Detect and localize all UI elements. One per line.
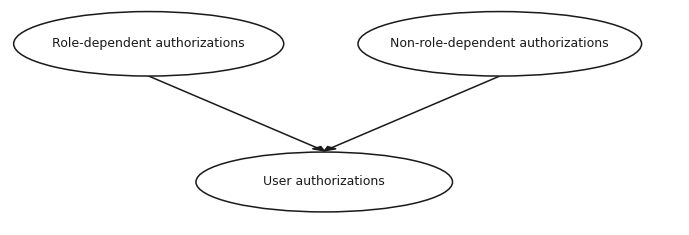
Ellipse shape [196,152,453,212]
Polygon shape [312,146,325,151]
Text: User authorizations: User authorizations [263,176,385,188]
Polygon shape [325,146,336,151]
Ellipse shape [14,12,284,76]
Text: Role-dependent authorizations: Role-dependent authorizations [52,37,245,50]
Text: Non-role-dependent authorizations: Non-role-dependent authorizations [391,37,609,50]
Ellipse shape [358,12,641,76]
